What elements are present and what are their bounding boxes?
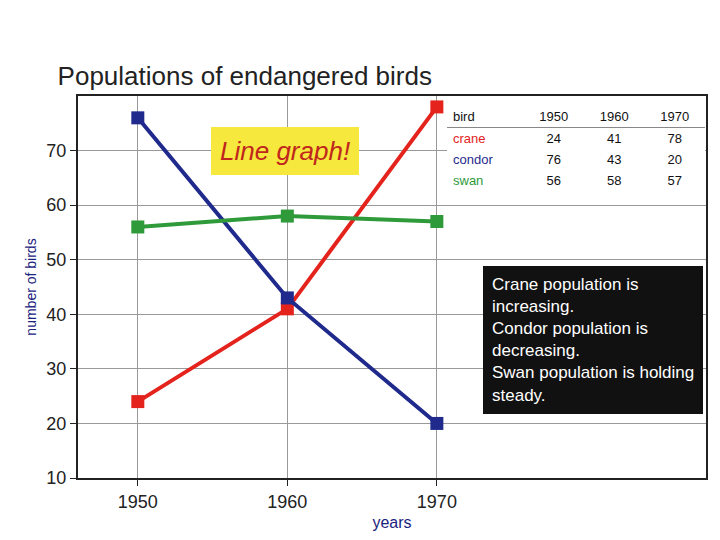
svg-text:1960: 1960 xyxy=(267,492,307,512)
html-text:1950: 1950 xyxy=(539,109,569,124)
svg-text:1950: 1950 xyxy=(118,492,158,512)
html-text:bird: bird xyxy=(453,109,475,124)
html-text:76: 76 xyxy=(546,152,561,167)
svg-text:50: 50 xyxy=(46,250,66,270)
html-text:24: 24 xyxy=(546,131,561,146)
svg-text:60: 60 xyxy=(46,195,66,215)
svg-text:Line graph!: Line graph! xyxy=(220,136,350,166)
svg-text:1970: 1970 xyxy=(417,492,457,512)
svg-text:number of birds: number of birds xyxy=(23,238,39,335)
svg-text:10: 10 xyxy=(46,468,66,488)
html-text:78: 78 xyxy=(667,131,682,146)
html-text:condor: condor xyxy=(453,152,493,167)
html-text:58: 58 xyxy=(607,173,622,188)
html-text:41: 41 xyxy=(607,131,622,146)
svg-text:20: 20 xyxy=(46,414,66,434)
html-text:swan: swan xyxy=(453,173,484,188)
svg-text:70: 70 xyxy=(46,141,66,161)
html-text:1960: 1960 xyxy=(599,109,629,124)
html-text:1970: 1970 xyxy=(660,109,690,124)
html-text:crane: crane xyxy=(453,131,486,146)
svg-text:30: 30 xyxy=(46,359,66,379)
svg-text:Crane population isincreasing.: Crane population isincreasing.Condor pop… xyxy=(492,275,694,405)
html-text:56: 56 xyxy=(546,173,561,188)
html-text:43: 43 xyxy=(607,152,622,167)
svg-text:Populations of endangered bird: Populations of endangered birds xyxy=(58,61,432,91)
svg-text:40: 40 xyxy=(46,305,66,325)
html-text:20: 20 xyxy=(667,152,682,167)
svg-text:years: years xyxy=(372,514,411,531)
html-text:57: 57 xyxy=(667,173,682,188)
